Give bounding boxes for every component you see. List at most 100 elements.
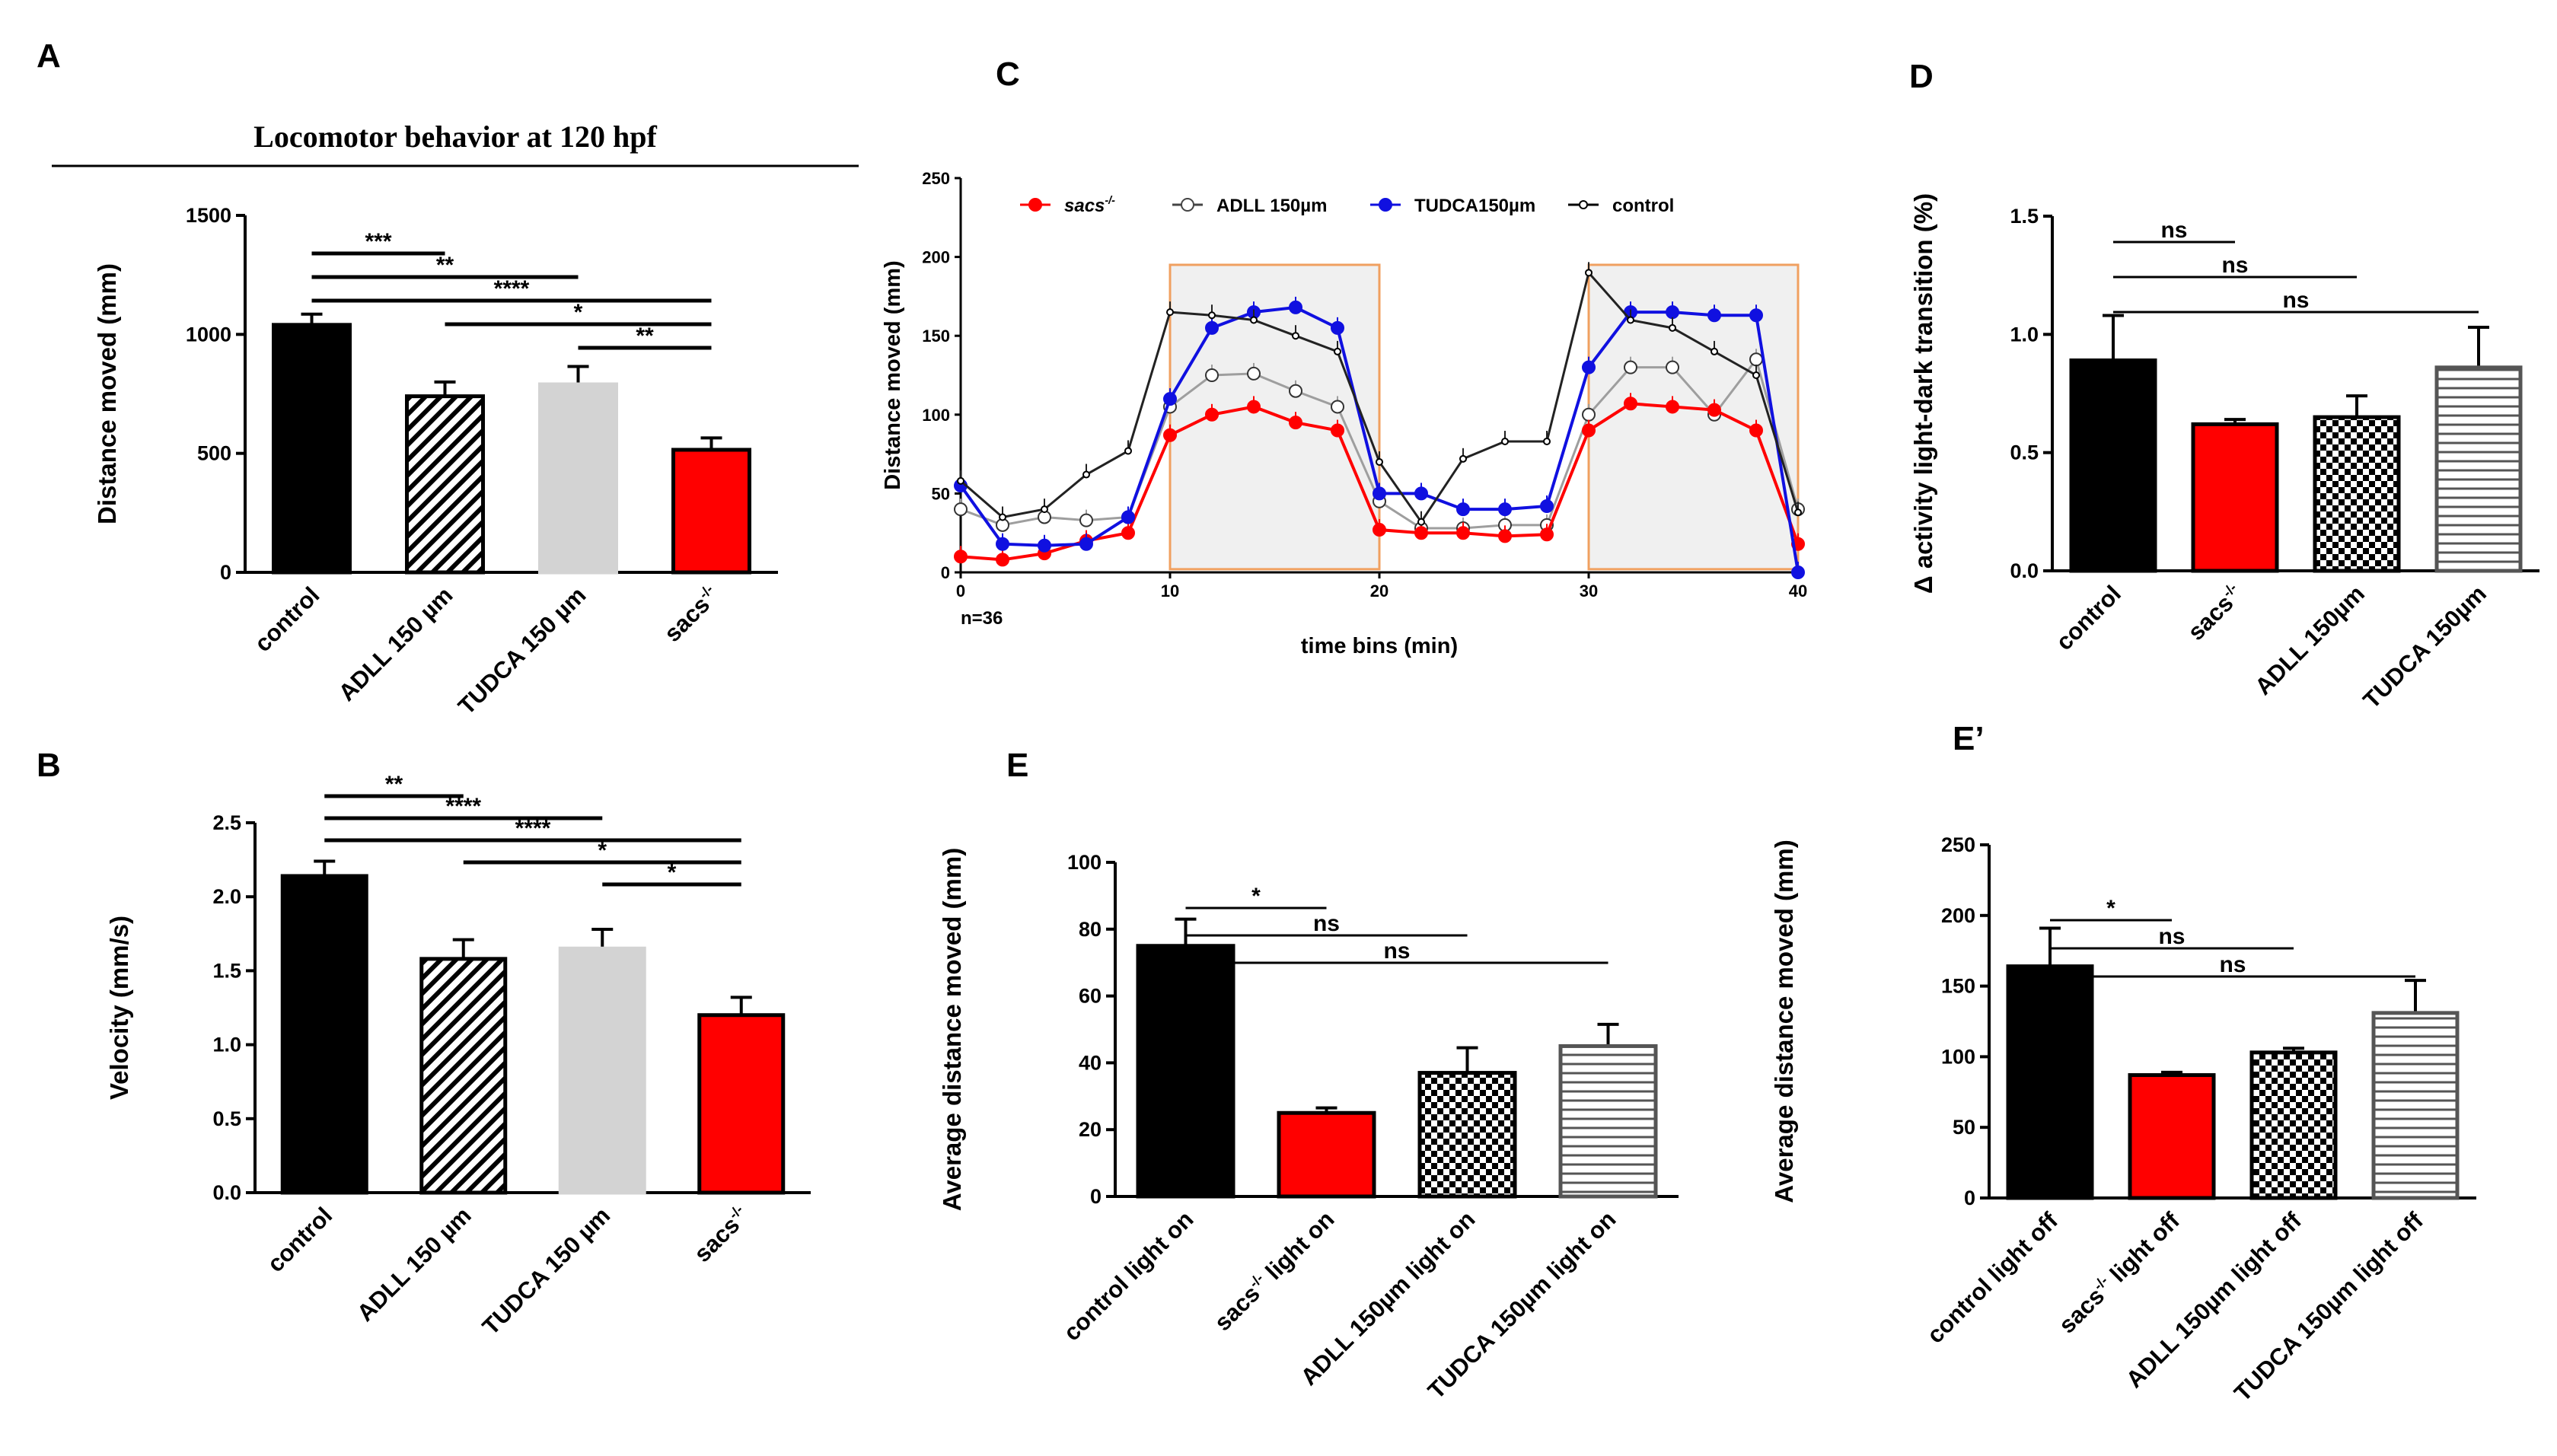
series-point-3 xyxy=(1794,508,1802,517)
y-tick-label: 1500 xyxy=(186,204,231,227)
series-point-0 xyxy=(954,550,968,564)
panel-letter-e: E xyxy=(1006,747,1028,784)
series-point-3 xyxy=(1417,518,1425,526)
x-tick-label: ADLL 150 µm xyxy=(333,581,458,706)
chart-c: 0 50 100 150 200 250 0 10 20 30 40 time bins (min) D… xyxy=(881,169,1807,658)
x-tick-label-text: TUDCA 150 µm xyxy=(477,1202,616,1340)
x-tick-label-text: TUDCA 150µm xyxy=(2358,580,2492,713)
bar-3 xyxy=(1558,1043,1658,1199)
series-point-0 xyxy=(1707,403,1721,417)
bar-2 xyxy=(558,946,646,1195)
x-tick-label: TUDCA 150µm xyxy=(2358,580,2492,713)
legend-marker xyxy=(1028,198,1042,212)
series-point-0 xyxy=(1414,526,1428,540)
bar-3 xyxy=(2371,1011,2460,1200)
x-tick-label-rest: light on xyxy=(1255,1206,1339,1289)
y-tick-label: 0.5 xyxy=(2010,441,2039,464)
significance-label: ns xyxy=(2221,253,2248,278)
series-point-2 xyxy=(1079,537,1093,551)
series-point-3 xyxy=(1627,316,1634,324)
legend-label-text: sacs xyxy=(1064,196,1105,216)
y-tick-label: 1.0 xyxy=(2010,323,2039,346)
series-point-1 xyxy=(1247,366,1261,381)
bar-1 xyxy=(405,394,485,575)
bar-3 xyxy=(2434,365,2523,573)
y-tick-label: 100 xyxy=(1941,1045,1975,1068)
y-tick-label: 0.5 xyxy=(212,1107,241,1130)
x-tick-label-rest: light off xyxy=(2100,1207,2186,1292)
y-tick-label: 1.5 xyxy=(2010,205,2039,228)
series-point-1 xyxy=(1079,513,1093,527)
panel-letter-e-prime: E’ xyxy=(1953,720,1985,757)
sample-size-note: n=36 xyxy=(961,608,1003,629)
legend-label-text: ADLL 150µm xyxy=(1216,196,1327,216)
y-axis-label: Average distance moved (mm) xyxy=(938,848,966,1211)
series-point-2 xyxy=(996,537,1009,551)
y-tick-label: 2.5 xyxy=(212,811,241,834)
significance-label: *** xyxy=(365,229,391,254)
x-tick-label: 30 xyxy=(1580,581,1598,601)
series-point-3 xyxy=(1459,454,1467,463)
y-tick-label: 500 xyxy=(197,442,231,465)
x-tick-label-text: TUDCA 150 µm xyxy=(453,581,591,720)
series-point-0 xyxy=(1331,423,1344,438)
y-tick-label: 0 xyxy=(1964,1187,1975,1209)
bar-1 xyxy=(419,957,508,1195)
y-axis-label: Δ activity light-dark transition (%) xyxy=(1909,193,1937,594)
series-point-1 xyxy=(1624,360,1637,374)
x-tick-label: sacs-/- light on xyxy=(1209,1205,1340,1336)
x-tick-label-text: control light on xyxy=(1058,1206,1198,1346)
series-point-3 xyxy=(1082,470,1090,479)
x-tick-label-text: ADLL 150 µm xyxy=(333,581,458,706)
bar-0 xyxy=(2069,358,2157,573)
legend-marker xyxy=(1181,198,1194,212)
x-tick-label-text: control light off xyxy=(1921,1207,2063,1349)
series-point-0 xyxy=(1749,423,1763,438)
y-tick-label: 80 xyxy=(1079,918,1102,941)
significance-label: ns xyxy=(2160,218,2187,243)
legend-label: TUDCA150µm xyxy=(1414,196,1535,216)
panel-letter-a: A xyxy=(37,37,61,75)
y-tick-label: 100 xyxy=(1067,851,1102,874)
x-tick-label: sacs-/- xyxy=(658,581,725,647)
series-point-2 xyxy=(1373,486,1386,501)
x-tick-label-text: control xyxy=(249,581,324,657)
series-point-2 xyxy=(1121,510,1135,524)
x-tick-label: sacs-/- xyxy=(688,1201,754,1267)
series-point-0 xyxy=(1582,423,1596,438)
series-point-3 xyxy=(1334,347,1341,355)
legend-label: ADLL 150µm xyxy=(1216,196,1327,216)
series-point-0 xyxy=(1121,526,1135,540)
significance-label: * xyxy=(574,300,583,325)
series-point-3 xyxy=(1166,308,1174,317)
y-tick-label: 0 xyxy=(1090,1185,1102,1208)
chart-a: 0 500 1000 1500 Distance moved (mm) control AD… xyxy=(93,204,778,720)
series-point-3 xyxy=(1669,323,1676,332)
y-axis-label: Average distance moved (mm) xyxy=(1770,840,1798,1203)
series-point-3 xyxy=(1585,269,1593,277)
bar-1 xyxy=(2191,422,2279,573)
bar-2 xyxy=(1417,1071,1517,1199)
y-tick-label: 0.0 xyxy=(212,1181,241,1204)
series-point-0 xyxy=(996,553,1009,567)
significance-label: ns xyxy=(1383,938,1410,964)
chart-e: 0 20 40 60 80 100 Average distance moved (mm) c… xyxy=(938,848,1679,1404)
chart-d: 0.0 0.5 1.0 1.5 Δ activity light-dark transi… xyxy=(1909,193,2539,714)
panel-letter-d: D xyxy=(1909,58,1934,95)
series-point-3 xyxy=(1752,371,1760,379)
significance-label: ** xyxy=(385,772,403,797)
bar-1 xyxy=(2128,1073,2216,1200)
y-tick-label: 1.0 xyxy=(212,1034,241,1056)
series-point-2 xyxy=(1749,308,1763,323)
series-point-2 xyxy=(1163,392,1177,406)
significance-label: * xyxy=(668,860,677,885)
y-tick-label: 0.0 xyxy=(2010,559,2039,582)
x-tick-label-text: control xyxy=(262,1202,337,1277)
y-tick-label: 0 xyxy=(941,563,950,582)
y-tick-label: 250 xyxy=(1941,833,1975,856)
x-tick-label: 20 xyxy=(1370,581,1388,601)
series-point-3 xyxy=(1124,447,1132,455)
y-tick-label: 250 xyxy=(922,169,950,188)
y-tick-label: 50 xyxy=(932,484,950,503)
series-point-3 xyxy=(1543,438,1551,446)
